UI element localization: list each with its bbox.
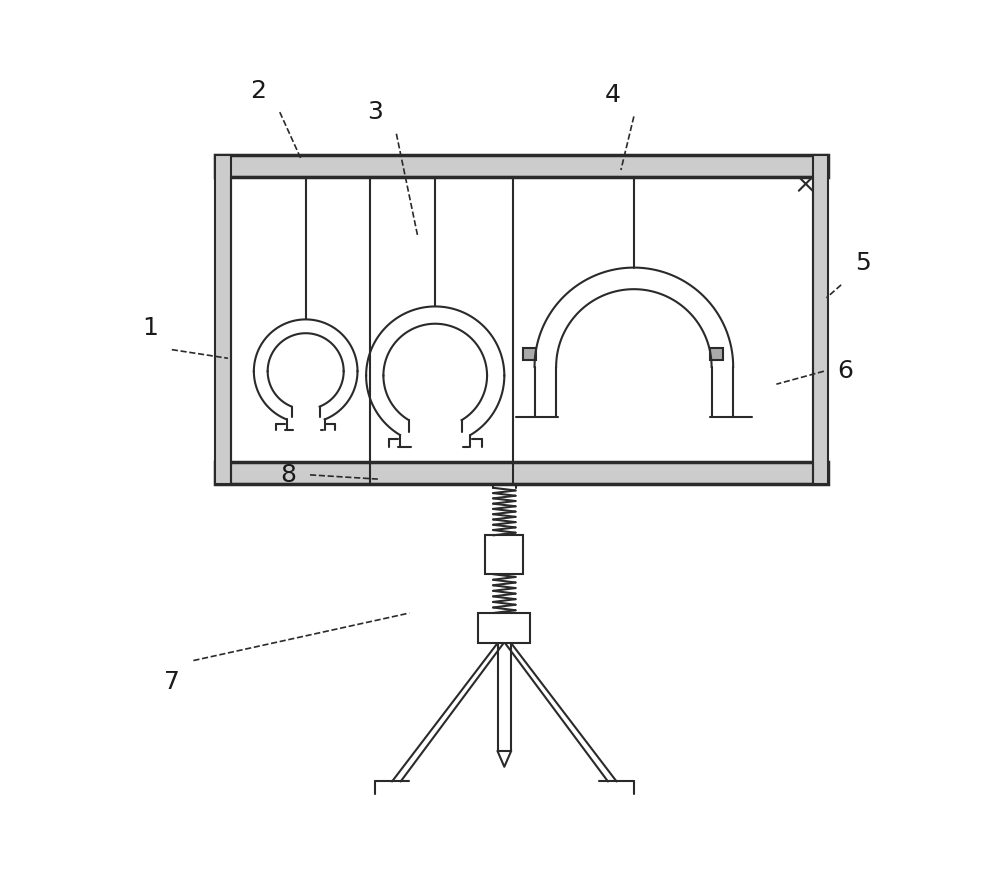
Text: 7: 7 <box>164 671 180 694</box>
Text: 3: 3 <box>367 100 383 124</box>
Text: 6: 6 <box>837 359 853 383</box>
Text: 2: 2 <box>250 78 266 103</box>
Text: 8: 8 <box>280 463 296 487</box>
Bar <box>215 462 828 483</box>
Bar <box>813 155 828 483</box>
Text: 4: 4 <box>604 83 620 107</box>
Text: 5: 5 <box>855 251 871 276</box>
Bar <box>523 348 536 360</box>
Bar <box>710 348 723 360</box>
Text: 1: 1 <box>142 316 158 340</box>
Bar <box>215 155 828 177</box>
Bar <box>478 613 530 644</box>
Bar <box>485 535 523 574</box>
Bar <box>215 155 231 483</box>
